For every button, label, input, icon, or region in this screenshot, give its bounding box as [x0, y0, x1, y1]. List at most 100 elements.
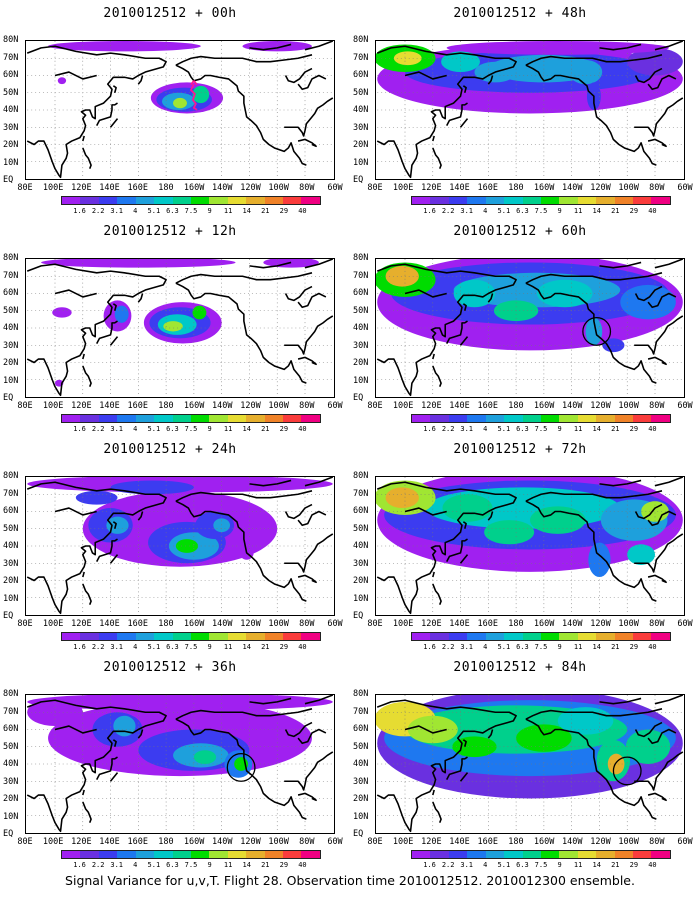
lon-label: 120W: [240, 619, 261, 629]
colorbar-label: 9: [557, 643, 562, 651]
lat-label: 10N: [353, 157, 369, 168]
coastline: [654, 259, 684, 269]
coastline: [96, 538, 118, 562]
colorbar-swatch: [412, 197, 431, 204]
panel-title: 2010012512 + 12h: [103, 224, 237, 239]
lon-label: 60W: [677, 837, 693, 847]
lon-label: 100E: [42, 619, 64, 629]
colorbar: [411, 414, 671, 423]
coastline: [297, 356, 317, 366]
colorbar-swatch: [522, 633, 541, 640]
coastline: [634, 315, 684, 355]
lon-label: 60W: [327, 183, 343, 193]
colorbar-swatch: [540, 197, 560, 204]
colorbar-swatch: [633, 851, 652, 858]
colorbar-swatch: [504, 415, 523, 422]
lat-label: 70N: [3, 706, 19, 717]
lat-label: 20N: [3, 358, 19, 368]
colorbar-swatch: [283, 415, 302, 422]
lon-label: 120E: [421, 837, 442, 847]
variance-contour: [193, 750, 217, 764]
colorbar-swatch: [614, 415, 634, 422]
colorbar-labels: 1.6 2.2 3.1 4 5.1 6.3 7.5 9 11 14 21 29 40: [411, 861, 671, 871]
colorbar-swatch: [172, 633, 191, 640]
colorbar-swatch: [504, 633, 523, 640]
colorbar-label: 40: [298, 425, 307, 433]
colorbar-label: 2.2: [91, 207, 105, 215]
lat-label: 20N: [3, 140, 19, 150]
colorbar-label: 3.1: [110, 425, 124, 433]
colorbar-swatch: [577, 633, 597, 640]
lat-label: 40N: [3, 759, 19, 769]
map-panel-0h: 2010012512 + 00h 80N 70N 60N 50N 40N 30N 20N 10N…: [3, 0, 343, 215]
coastline: [26, 45, 167, 179]
colorbar-label: 9: [207, 643, 212, 651]
coastline: [96, 320, 118, 344]
colorbar-label: 21: [611, 861, 620, 869]
coastline: [249, 261, 292, 269]
colorbar-label: 2.2: [91, 425, 105, 433]
colorbar-label: 7.5: [184, 425, 198, 433]
colorbar-swatch: [301, 633, 320, 640]
colorbar-swatch: [154, 415, 173, 422]
lat-label: 20N: [353, 576, 369, 586]
coastline: [634, 285, 663, 302]
colorbar-swatch: [209, 415, 228, 422]
colorbar-label: 29: [279, 861, 289, 869]
colorbar-swatch: [448, 197, 468, 204]
colorbar-swatch: [246, 415, 265, 422]
colorbar-swatch: [448, 851, 468, 858]
colorbar-label: 7.5: [534, 643, 548, 651]
lat-label: 70N: [353, 52, 369, 63]
colorbar-label: 4: [133, 861, 138, 869]
coastline: [432, 583, 442, 605]
colorbar-label: 4: [483, 861, 488, 869]
variance-contour: [110, 480, 194, 495]
lat-label: 10N: [3, 375, 19, 386]
coastline: [284, 97, 334, 137]
lon-label: 100W: [268, 619, 289, 629]
colorbar-swatch: [448, 633, 468, 640]
colorbar-label: 2.2: [91, 861, 105, 869]
colorbar-label: 7.5: [184, 207, 198, 215]
lat-label: EQ: [3, 611, 14, 621]
coastline: [96, 102, 118, 126]
colorbar-labels: 1.6 2.2 3.1 4 5.1 6.3 7.5 9 11 14 21 29 40: [61, 861, 321, 871]
colorbar-swatch: [98, 197, 118, 204]
lat-label: 20N: [353, 358, 369, 368]
colorbar-label: 11: [223, 425, 233, 433]
lon-label: 160W: [533, 619, 555, 629]
colorbar-label: 2.2: [441, 861, 455, 869]
coastline: [446, 756, 468, 780]
colorbar-swatch: [485, 633, 505, 640]
colorbar-label: 9: [557, 425, 562, 433]
colorbar-label: 2.2: [91, 643, 105, 651]
variance-map: [25, 40, 335, 180]
colorbar-label: 29: [629, 861, 639, 869]
lon-label: 80E: [17, 837, 33, 847]
map-panel-72h: 2010012512 + 72h 80N 70N 60N 50N 40N 30N 20N 10N…: [353, 436, 693, 651]
colorbar-swatch: [172, 415, 191, 422]
lon-label: 120E: [71, 401, 92, 411]
coastline: [647, 138, 667, 148]
lon-label: 100E: [392, 183, 414, 193]
map-panel-60h: 2010012512 + 60h 80N 70N 60N 50N 40N 30N 20N 10N…: [353, 218, 693, 433]
coastline: [634, 721, 663, 738]
variance-map: [375, 476, 685, 616]
colorbar: [61, 632, 321, 641]
colorbar-swatch: [190, 415, 210, 422]
colorbar-swatch: [633, 197, 652, 204]
coastline: [284, 503, 313, 520]
lon-label: 180: [158, 837, 174, 847]
colorbar-label: 29: [279, 425, 289, 433]
coastline: [175, 708, 313, 720]
lon-label: 80W: [649, 619, 665, 629]
colorbar-swatch: [559, 633, 578, 640]
colorbar-label: 40: [648, 425, 657, 433]
coastline: [54, 507, 97, 516]
colorbar-swatch: [190, 851, 210, 858]
map-canvas: [376, 41, 684, 179]
colorbar-swatch: [430, 633, 449, 640]
coastline: [432, 789, 435, 796]
coastline: [647, 574, 667, 584]
